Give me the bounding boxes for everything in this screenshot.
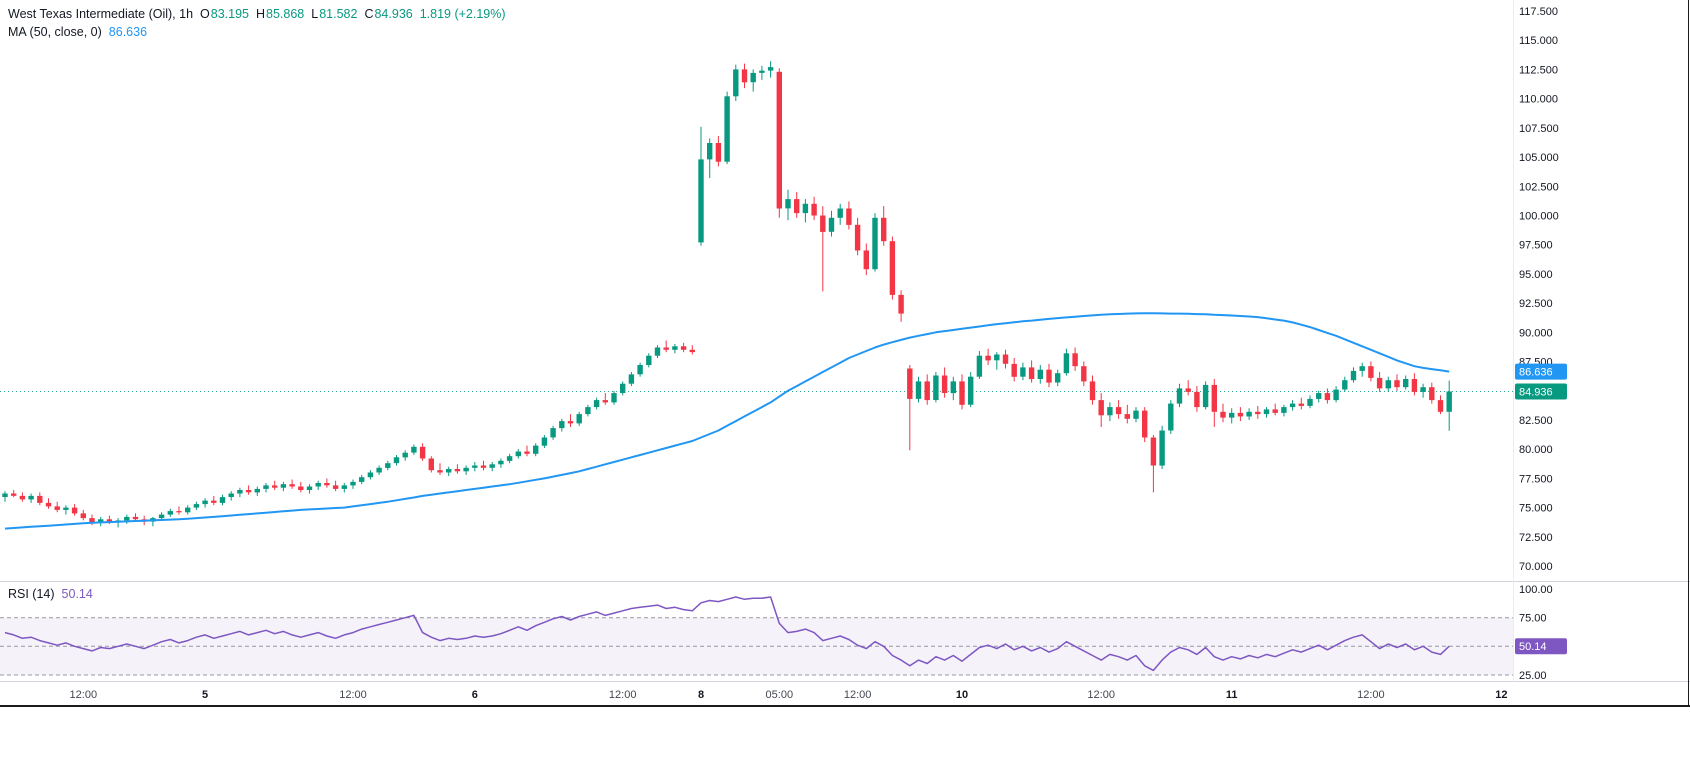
time-axis-label: 6 [472, 689, 478, 701]
symbol-legend: West Texas Intermediate (Oil), 1h O 83.19… [8, 6, 506, 22]
price-axis-label: 75.000 [1519, 503, 1553, 515]
price-axis-label: 77.500 [1519, 473, 1553, 485]
time-axis-label: 12:00 [1357, 689, 1385, 701]
ohlc-open: O 83.195 [200, 7, 249, 21]
price-axis-label: 105.000 [1519, 152, 1559, 164]
time-axis-label: 5 [202, 689, 208, 701]
svg-text:86.636: 86.636 [1519, 367, 1553, 379]
ohlc-low: L 81.582 [311, 7, 358, 21]
rsi-axis-label: 75.00 [1519, 613, 1547, 625]
change-value: 1.819 (+2.19%) [419, 7, 506, 21]
price-axis-label: 100.000 [1519, 211, 1559, 223]
price-axis-label: 115.000 [1519, 35, 1558, 47]
svg-text:50.14: 50.14 [1519, 641, 1547, 653]
price-axis-label: 110.000 [1519, 94, 1558, 106]
ma-legend: MA (50, close, 0) 86.636 [8, 24, 147, 40]
time-axis-label: 12:00 [844, 689, 872, 701]
bottom-frame-line [0, 705, 1690, 707]
price-axis-label: 97.500 [1519, 240, 1553, 252]
rsi-line [4, 596, 1450, 672]
time-axis-label: 12:00 [1087, 689, 1115, 701]
time-axis-label: 12:00 [70, 689, 98, 701]
price-axis-label: 90.000 [1519, 327, 1553, 339]
symbol-title[interactable]: West Texas Intermediate (Oil), 1h [8, 7, 194, 21]
ma-price-badge: 86.636 [1515, 363, 1567, 380]
time-axis-label: 8 [698, 689, 704, 701]
time-axis-label: 11 [1226, 689, 1238, 701]
price-axis-label: 95.000 [1519, 269, 1553, 281]
time-axis-label: 05:00 [766, 689, 794, 701]
time-axis-label: 12:00 [339, 689, 367, 701]
svg-text:84.936: 84.936 [1519, 387, 1553, 399]
time-axis-label: 12:00 [609, 689, 637, 701]
price-axis-label: 107.500 [1519, 123, 1559, 135]
rsi-value-badge: 50.14 [1515, 638, 1567, 655]
rsi-legend: RSI (14) 50.14 [8, 586, 93, 602]
price-axis-label: 92.500 [1519, 298, 1553, 310]
rsi-axis-label: 25.00 [1519, 670, 1547, 682]
price-axis[interactable]: 117.500 115.000 112.500 110.000 107.500 105.0… [1519, 6, 1559, 682]
price-axis-label: 72.500 [1519, 532, 1553, 544]
ma-label[interactable]: MA (50, close, 0) [8, 25, 102, 39]
price-axis-label: 102.500 [1519, 181, 1559, 193]
time-axis-label: 10 [956, 689, 968, 701]
price-axis-label: 112.500 [1519, 64, 1558, 76]
ohlc-close: C 84.936 [364, 7, 413, 21]
ohlc-high: H 85.868 [256, 7, 305, 21]
rsi-axis-label: 100.00 [1519, 584, 1553, 596]
last-price-badge: 84.936 [1515, 383, 1567, 400]
candlestick-series[interactable] [2, 61, 1452, 528]
price-axis-label: 70.000 [1519, 561, 1553, 573]
rsi-label[interactable]: RSI (14) [8, 587, 55, 601]
time-axis[interactable]: 12:00 5 12:00 6 12:00 8 05:00 12:00 10 12:00 11 12:… [70, 689, 1508, 701]
rsi-value: 50.14 [61, 587, 93, 601]
ma-value: 86.636 [108, 25, 148, 39]
price-axis-label: 117.500 [1519, 6, 1558, 18]
ma50-line [4, 312, 1450, 530]
price-axis-label: 82.500 [1519, 415, 1553, 427]
price-axis-label: 80.000 [1519, 444, 1553, 456]
time-axis-label: 12 [1495, 689, 1507, 701]
